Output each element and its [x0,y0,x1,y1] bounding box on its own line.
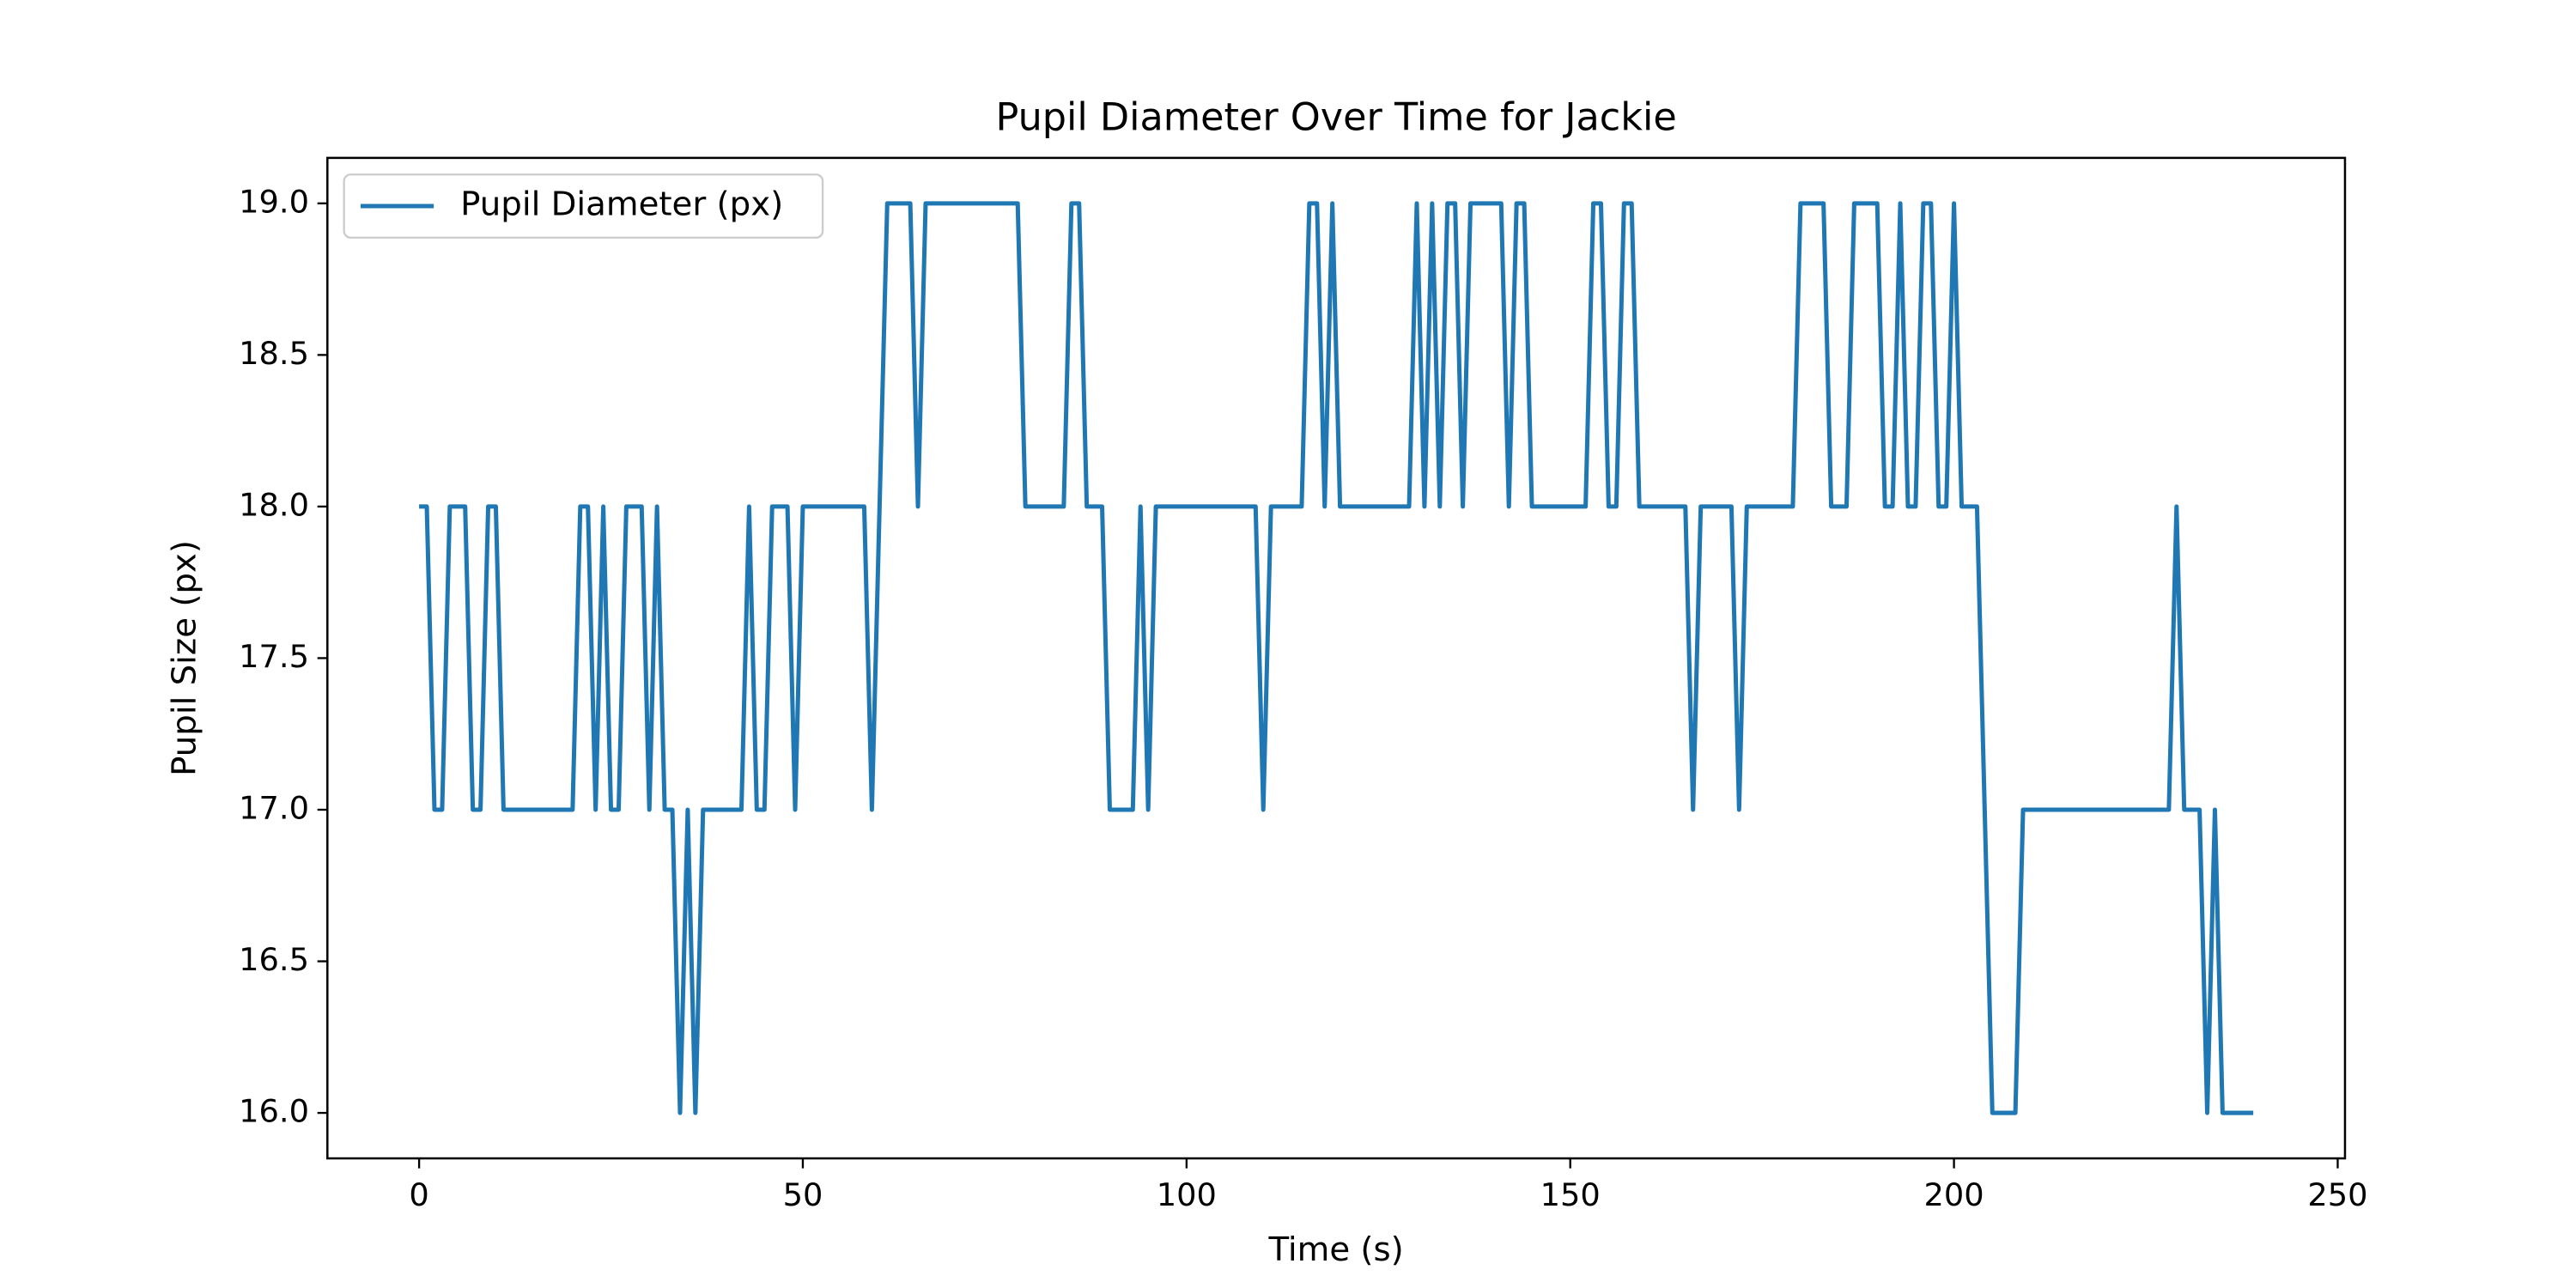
x-axis-label: Time (s) [1267,1230,1403,1269]
x-tick-label: 0 [409,1176,428,1213]
x-tick-label: 150 [1540,1176,1601,1213]
y-tick-label: 17.5 [239,638,309,675]
chart-title: Pupil Diameter Over Time for Jackie [996,95,1677,139]
y-axis-label: Pupil Size (px) [165,540,204,776]
y-tick-label: 16.0 [239,1093,309,1130]
y-tick-label: 18.0 [239,486,309,523]
x-tick-label: 100 [1157,1176,1217,1213]
plot-frame [326,156,2347,1160]
data-line [419,201,2254,1115]
x-tick-label: 250 [2307,1176,2367,1213]
y-tick-label: 16.5 [239,941,309,978]
x-tick-label: 200 [1924,1176,1984,1213]
x-tick-label: 50 [783,1176,823,1213]
legend-label: Pupil Diameter (px) [460,185,783,224]
y-tick-label: 19.0 [239,183,309,220]
y-tick-label: 18.5 [239,335,309,372]
y-tick-label: 17.0 [239,789,309,826]
legend-box [343,173,824,239]
